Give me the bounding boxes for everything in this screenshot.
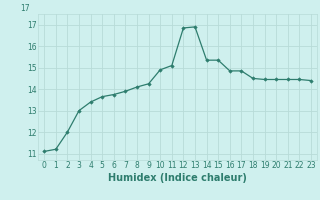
Text: 17: 17 [20, 4, 30, 13]
X-axis label: Humidex (Indice chaleur): Humidex (Indice chaleur) [108, 173, 247, 183]
